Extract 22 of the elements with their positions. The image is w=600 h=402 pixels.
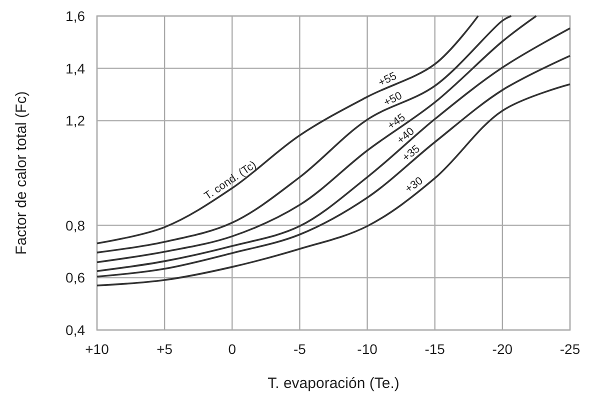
text: +55 (376, 70, 399, 90)
x-tick-label: +10 (85, 341, 110, 357)
text: +35 (400, 142, 422, 164)
x-tick-label: -10 (357, 341, 378, 357)
x-tick-label: -5 (293, 341, 306, 357)
x-tick-label: 0 (228, 341, 236, 357)
y-axis-title: Factor de calor total (Fc) (13, 91, 30, 255)
text: +50 (382, 90, 404, 109)
annotation: T. cond. (Tc) (202, 158, 259, 202)
x-tick-label: -15 (424, 341, 446, 357)
text: +30 (403, 174, 426, 196)
y-tick-label: 1,4 (66, 60, 86, 76)
y-tick-label: 1,6 (66, 8, 86, 24)
y-tick-label: 1,2 (66, 112, 86, 129)
y-tick-label: 0,6 (66, 270, 86, 286)
x-tick-label: +5 (156, 341, 173, 357)
y-tick-label: 0,4 (66, 322, 86, 338)
x-tick-label: -25 (560, 341, 580, 357)
x-axis-title: T. evaporación (Te.) (268, 375, 400, 392)
x-tick-label: -20 (492, 341, 513, 357)
line-series (96, 83, 571, 286)
y-tick-label: 0,8 (66, 217, 86, 234)
